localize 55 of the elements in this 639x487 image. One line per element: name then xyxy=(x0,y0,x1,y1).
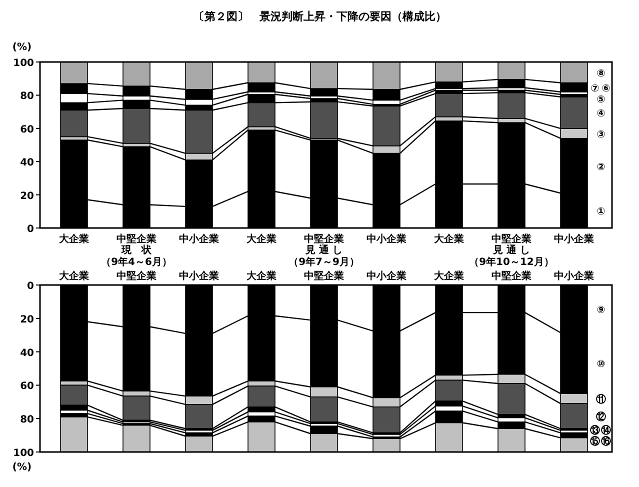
y-tick-label: 80 xyxy=(20,91,34,102)
series-label: ⑦ xyxy=(590,83,600,94)
y-tick-label: 60 xyxy=(20,381,34,392)
chart-title: 〔第２図〕 景況判断上昇・下降の要因（構成比） xyxy=(194,10,446,23)
text: （9年4～6月） xyxy=(101,256,172,268)
y-tick-label: 0 xyxy=(27,224,34,235)
y-tick-label: 20 xyxy=(20,190,34,202)
text: 現 状 xyxy=(120,244,152,256)
series-label: ⑬ xyxy=(590,424,600,436)
series-label: ③ xyxy=(596,129,606,140)
y-axis-title: (%) xyxy=(12,462,32,473)
x-tick-label: 中小企業 xyxy=(366,270,406,282)
x-tick-label: 中堅企業 xyxy=(116,270,156,282)
series-label: ① xyxy=(596,206,606,218)
y-tick-label: 20 xyxy=(20,314,34,326)
series-label: ② xyxy=(596,162,606,173)
series-label: ⑩ xyxy=(596,359,606,370)
y-tick-label: 0 xyxy=(27,281,34,292)
x-tick-label: 中小企業 xyxy=(366,233,406,245)
x-tick-label: 大企業 xyxy=(58,270,89,282)
x-tick-label: 大企業 xyxy=(433,233,464,245)
text: （9年10～12月） xyxy=(469,256,554,268)
series-label: ⑥ xyxy=(602,83,610,94)
series-label: ⑪ xyxy=(596,394,606,406)
x-tick-label: 中堅企業 xyxy=(116,233,156,245)
series-label: ⑨ xyxy=(596,304,606,316)
y-tick-label: 100 xyxy=(13,58,34,69)
series-label: ⑮ xyxy=(590,435,600,448)
text: 見 通 し xyxy=(304,244,342,256)
x-tick-label: 中小企業 xyxy=(179,270,219,282)
series-label: ⑭ xyxy=(601,424,611,436)
text: （9年7～9月） xyxy=(288,256,360,268)
series-label: ⑤ xyxy=(596,94,606,106)
text: 見 通 し xyxy=(492,244,530,256)
x-tick-label: 大企業 xyxy=(58,233,89,245)
y-tick-label: 100 xyxy=(13,448,34,459)
series-label: ⑯ xyxy=(601,435,611,448)
x-tick-label: 大企業 xyxy=(246,270,276,282)
x-tick-label: 中堅企業 xyxy=(492,270,532,282)
x-tick-label: 中小企業 xyxy=(554,270,594,282)
y-tick-label: 60 xyxy=(20,124,34,136)
x-tick-label: 中堅企業 xyxy=(492,233,532,245)
x-tick-label: 中小企業 xyxy=(554,233,594,245)
series-label: ④ xyxy=(596,108,606,120)
x-tick-label: 大企業 xyxy=(433,270,464,282)
y-axis-title: (%) xyxy=(12,42,32,53)
y-tick-label: 80 xyxy=(20,414,34,426)
series-label: ⑫ xyxy=(596,411,606,424)
x-tick-label: 大企業 xyxy=(246,233,276,245)
y-tick-label: 40 xyxy=(20,158,34,169)
x-tick-label: 中堅企業 xyxy=(304,233,344,245)
x-tick-label: 中小企業 xyxy=(179,233,219,245)
y-tick-label: 40 xyxy=(20,348,34,359)
x-tick-label: 中堅企業 xyxy=(304,270,344,282)
series-label: ⑧ xyxy=(596,68,606,80)
